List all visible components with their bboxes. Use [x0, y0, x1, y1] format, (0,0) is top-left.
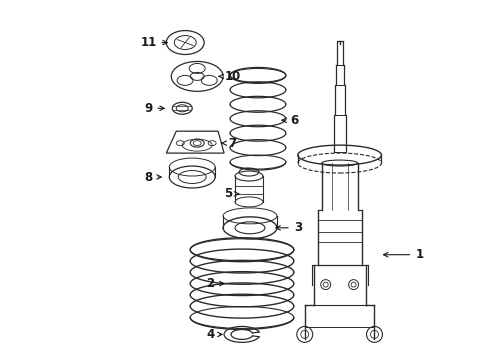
Text: 7: 7: [222, 137, 236, 150]
Text: 6: 6: [281, 114, 298, 127]
Text: 5: 5: [224, 188, 238, 201]
Text: 1: 1: [383, 248, 423, 261]
Text: 9: 9: [144, 102, 164, 115]
Text: 11: 11: [140, 36, 167, 49]
Text: 2: 2: [205, 277, 224, 290]
Text: 10: 10: [219, 70, 241, 83]
Text: 8: 8: [144, 171, 161, 184]
Text: 3: 3: [275, 221, 301, 234]
Text: 4: 4: [205, 328, 222, 341]
